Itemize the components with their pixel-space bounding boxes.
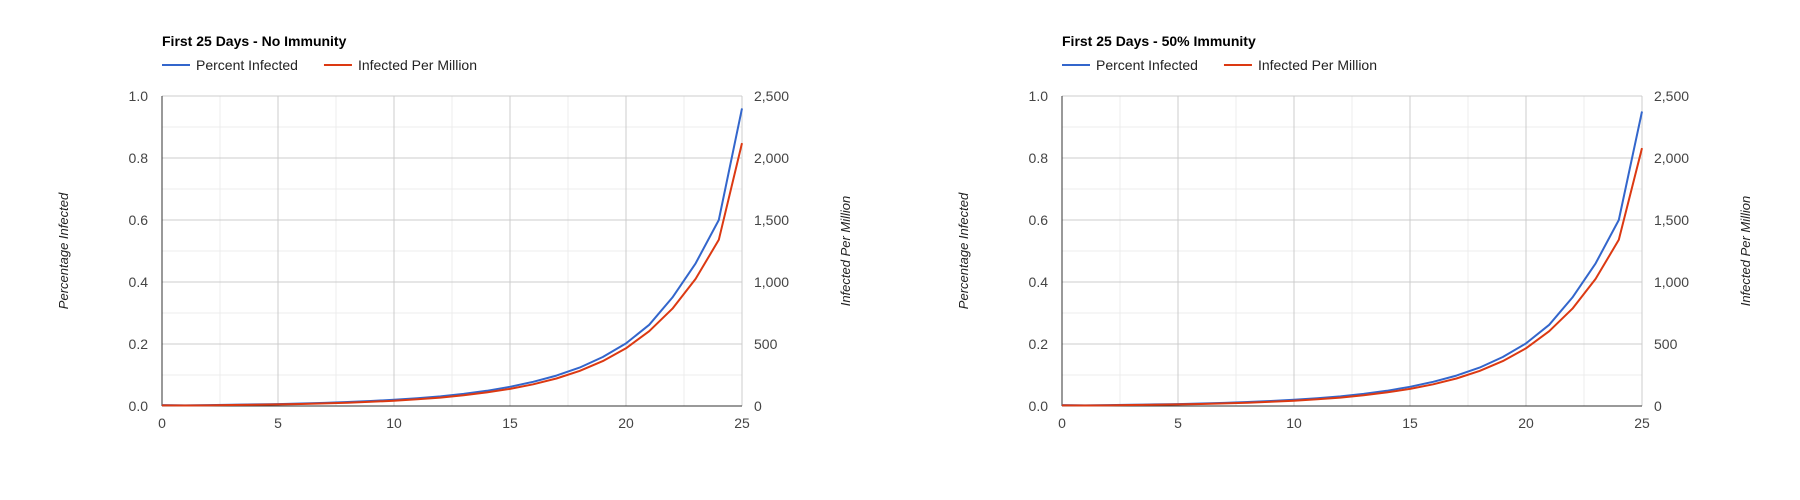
y-right-tick-label: 0: [1654, 398, 1662, 414]
y-right-tick-label: 2,500: [754, 88, 789, 104]
x-tick-label: 20: [1518, 415, 1534, 431]
legend-label-1: Percent Infected: [196, 57, 298, 73]
y-right-tick-label: 1,500: [1654, 212, 1689, 228]
x-tick-label: 15: [502, 415, 518, 431]
y-right-axis-title: Infected Per Million: [838, 196, 853, 307]
series-line-2: [1061, 147, 1643, 407]
y-right-tick-label: 2,000: [1654, 150, 1689, 166]
y-left-tick-label: 0.6: [129, 212, 149, 228]
x-tick-label: 10: [386, 415, 402, 431]
y-right-tick-label: 2,000: [754, 150, 789, 166]
y-right-tick-label: 0: [754, 398, 762, 414]
y-right-tick-label: 1,000: [754, 274, 789, 290]
y-left-tick-label: 0.8: [1029, 150, 1049, 166]
y-left-tick-label: 0.4: [1029, 274, 1049, 290]
legend-label-1: Percent Infected: [1096, 57, 1198, 73]
x-tick-label: 25: [734, 415, 750, 431]
legend-label-2: Infected Per Million: [1258, 57, 1377, 73]
x-tick-label: 10: [1286, 415, 1302, 431]
y-left-axis-title: Percentage Infected: [56, 192, 71, 309]
y-right-tick-label: 2,500: [1654, 88, 1689, 104]
y-right-tick-label: 1,000: [1654, 274, 1689, 290]
series-line-2: [161, 142, 743, 407]
y-right-axis-title: Infected Per Million: [1738, 196, 1753, 307]
y-right-tick-label: 1,500: [754, 212, 789, 228]
y-left-tick-label: 0.4: [129, 274, 149, 290]
x-tick-label: 5: [1174, 415, 1182, 431]
y-right-tick-label: 500: [1654, 336, 1678, 352]
chart-50-percent-immunity: First 25 Days - 50% Immunity Percent Infe…: [956, 33, 1753, 431]
y-left-tick-label: 0.8: [129, 150, 149, 166]
y-left-tick-label: 0.2: [1029, 336, 1049, 352]
legend-label-2: Infected Per Million: [358, 57, 477, 73]
y-left-axis-title: Percentage Infected: [956, 192, 971, 309]
chart-title: First 25 Days - No Immunity: [162, 33, 347, 49]
chart-no-immunity: First 25 Days - No Immunity Percent Infec…: [56, 33, 853, 431]
x-tick-label: 25: [1634, 415, 1650, 431]
y-left-tick-label: 1.0: [129, 88, 149, 104]
x-tick-label: 15: [1402, 415, 1418, 431]
x-tick-label: 0: [1058, 415, 1066, 431]
x-tick-label: 0: [158, 415, 166, 431]
y-left-tick-label: 0.0: [1029, 398, 1049, 414]
y-left-tick-label: 0.0: [129, 398, 149, 414]
y-right-tick-label: 500: [754, 336, 778, 352]
x-tick-label: 20: [618, 415, 634, 431]
y-left-tick-label: 0.2: [129, 336, 149, 352]
chart-title: First 25 Days - 50% Immunity: [1062, 33, 1256, 49]
y-left-tick-label: 1.0: [1029, 88, 1049, 104]
x-tick-label: 5: [274, 415, 282, 431]
y-left-tick-label: 0.6: [1029, 212, 1049, 228]
